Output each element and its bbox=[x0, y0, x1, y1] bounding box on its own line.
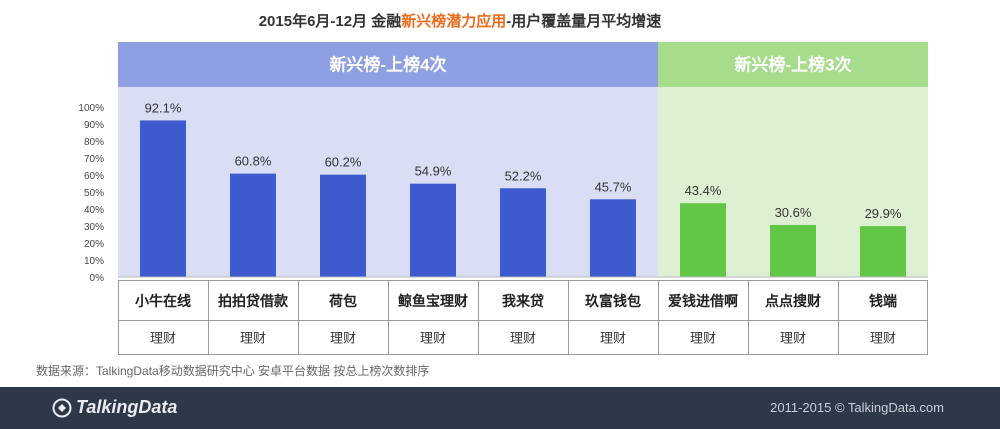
y-tick-label: 40% bbox=[84, 205, 104, 216]
y-tick-label: 30% bbox=[84, 222, 104, 233]
category-table bbox=[118, 280, 928, 355]
bar-value-label: 30.6% bbox=[775, 205, 812, 220]
y-tick-label: 90% bbox=[84, 120, 104, 131]
category-name: 玖富钱包 bbox=[585, 293, 641, 309]
bar-chart: 新兴榜-上榜4次 新兴榜-上榜3次 0% 10% 20% 30% 40% 50% 60% 70% 8… bbox=[78, 42, 928, 355]
brand-name: TalkingData bbox=[76, 397, 178, 417]
group-header bbox=[118, 42, 658, 87]
y-tick-label: 60% bbox=[84, 171, 104, 182]
category-type: 理财 bbox=[690, 331, 716, 346]
group-panel bbox=[118, 87, 658, 277]
category-name: 拍拍贷借款 bbox=[218, 293, 289, 309]
category-type: 理财 bbox=[420, 331, 446, 346]
chart-title: 2015年6月-12月 金融新兴榜潜力应用-用户覆盖量月平均增速 bbox=[0, 10, 920, 31]
bar bbox=[500, 188, 546, 277]
bar-value-label: 45.7% bbox=[595, 179, 632, 194]
copyright-text: 2011-2015 © TalkingData.com bbox=[770, 400, 944, 415]
source-note: 数据来源：TalkingData移动数据研究中心 安卓平台数据 按总上榜次数排序 bbox=[36, 364, 430, 378]
category-name: 荷包 bbox=[328, 293, 357, 309]
bar bbox=[230, 173, 276, 277]
bar bbox=[860, 226, 906, 277]
bar bbox=[140, 120, 186, 278]
bar bbox=[320, 174, 366, 277]
category-name: 爱钱进借啊 bbox=[668, 293, 738, 309]
category-name: 鲸鱼宝理财 bbox=[398, 293, 468, 309]
bar-value-label: 43.4% bbox=[685, 183, 722, 198]
y-tick-label: 100% bbox=[78, 103, 104, 114]
category-name: 点点搜财 bbox=[765, 293, 821, 309]
category-type: 理财 bbox=[600, 331, 626, 346]
y-tick-label: 20% bbox=[84, 239, 104, 250]
bar-value-label: 60.8% bbox=[235, 154, 272, 169]
category-type: 理财 bbox=[240, 331, 266, 346]
category-type: 理财 bbox=[150, 331, 176, 346]
group-header-label: 新兴榜-上榜3次 bbox=[734, 55, 851, 75]
bar-value-label: 54.9% bbox=[415, 164, 452, 179]
category-type: 理财 bbox=[870, 331, 896, 346]
bar bbox=[410, 183, 456, 277]
y-tick-label: 80% bbox=[84, 137, 104, 148]
title-suffix: -用户覆盖量月平均增速 bbox=[506, 13, 662, 30]
bar bbox=[770, 224, 816, 277]
y-tick-label: 10% bbox=[84, 256, 104, 267]
brand-logo: TalkingData bbox=[52, 397, 177, 418]
talkingdata-logo-icon bbox=[52, 398, 72, 417]
bar bbox=[590, 199, 636, 277]
bar-value-label: 92.1% bbox=[145, 100, 182, 115]
category-type: 理财 bbox=[330, 331, 356, 346]
category-type: 理财 bbox=[510, 331, 536, 346]
bar-value-label: 29.9% bbox=[865, 206, 902, 221]
group-header bbox=[658, 42, 928, 87]
y-tick-label: 50% bbox=[84, 188, 104, 199]
category-name: 钱端 bbox=[869, 293, 897, 309]
y-tick-label: 70% bbox=[84, 154, 104, 165]
title-prefix: 2015年6月-12月 金融 bbox=[258, 13, 402, 30]
footer-bar: TalkingData 2011-2015 © TalkingData.com bbox=[0, 387, 1000, 429]
group-header-label: 新兴榜-上榜4次 bbox=[329, 55, 446, 75]
bar-value-label: 60.2% bbox=[325, 155, 362, 170]
category-type: 理财 bbox=[780, 331, 806, 346]
bar-value-label: 52.2% bbox=[505, 168, 542, 183]
bar bbox=[680, 203, 726, 277]
title-highlight: 新兴榜潜力应用 bbox=[401, 13, 507, 30]
category-name: 我来贷 bbox=[502, 293, 544, 309]
category-name: 小牛在线 bbox=[135, 293, 191, 309]
y-tick-label: 0% bbox=[90, 273, 105, 284]
